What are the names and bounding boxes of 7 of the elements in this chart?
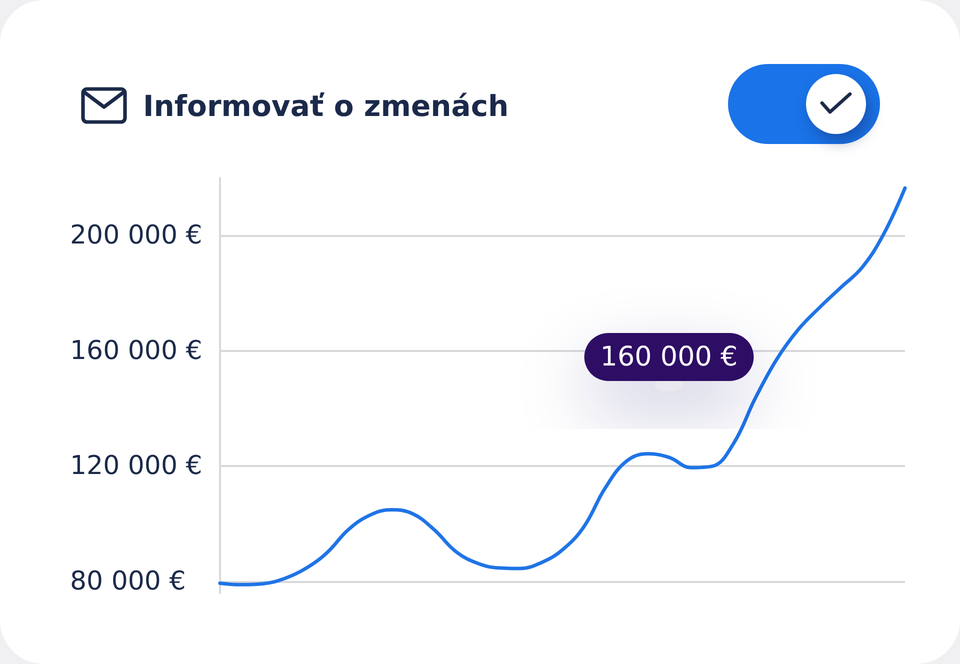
chart-title: Informovať o zmenách — [143, 88, 509, 125]
y-tick-label: 120 000 € — [70, 451, 202, 482]
y-tick-label: 200 000 € — [70, 220, 202, 251]
y-tick-label: 80 000 € — [70, 566, 186, 596]
annotation: 160 000 € — [600, 342, 738, 372]
y-tick-label: 160 000 € — [70, 336, 202, 366]
line-series — [218, 186, 907, 586]
